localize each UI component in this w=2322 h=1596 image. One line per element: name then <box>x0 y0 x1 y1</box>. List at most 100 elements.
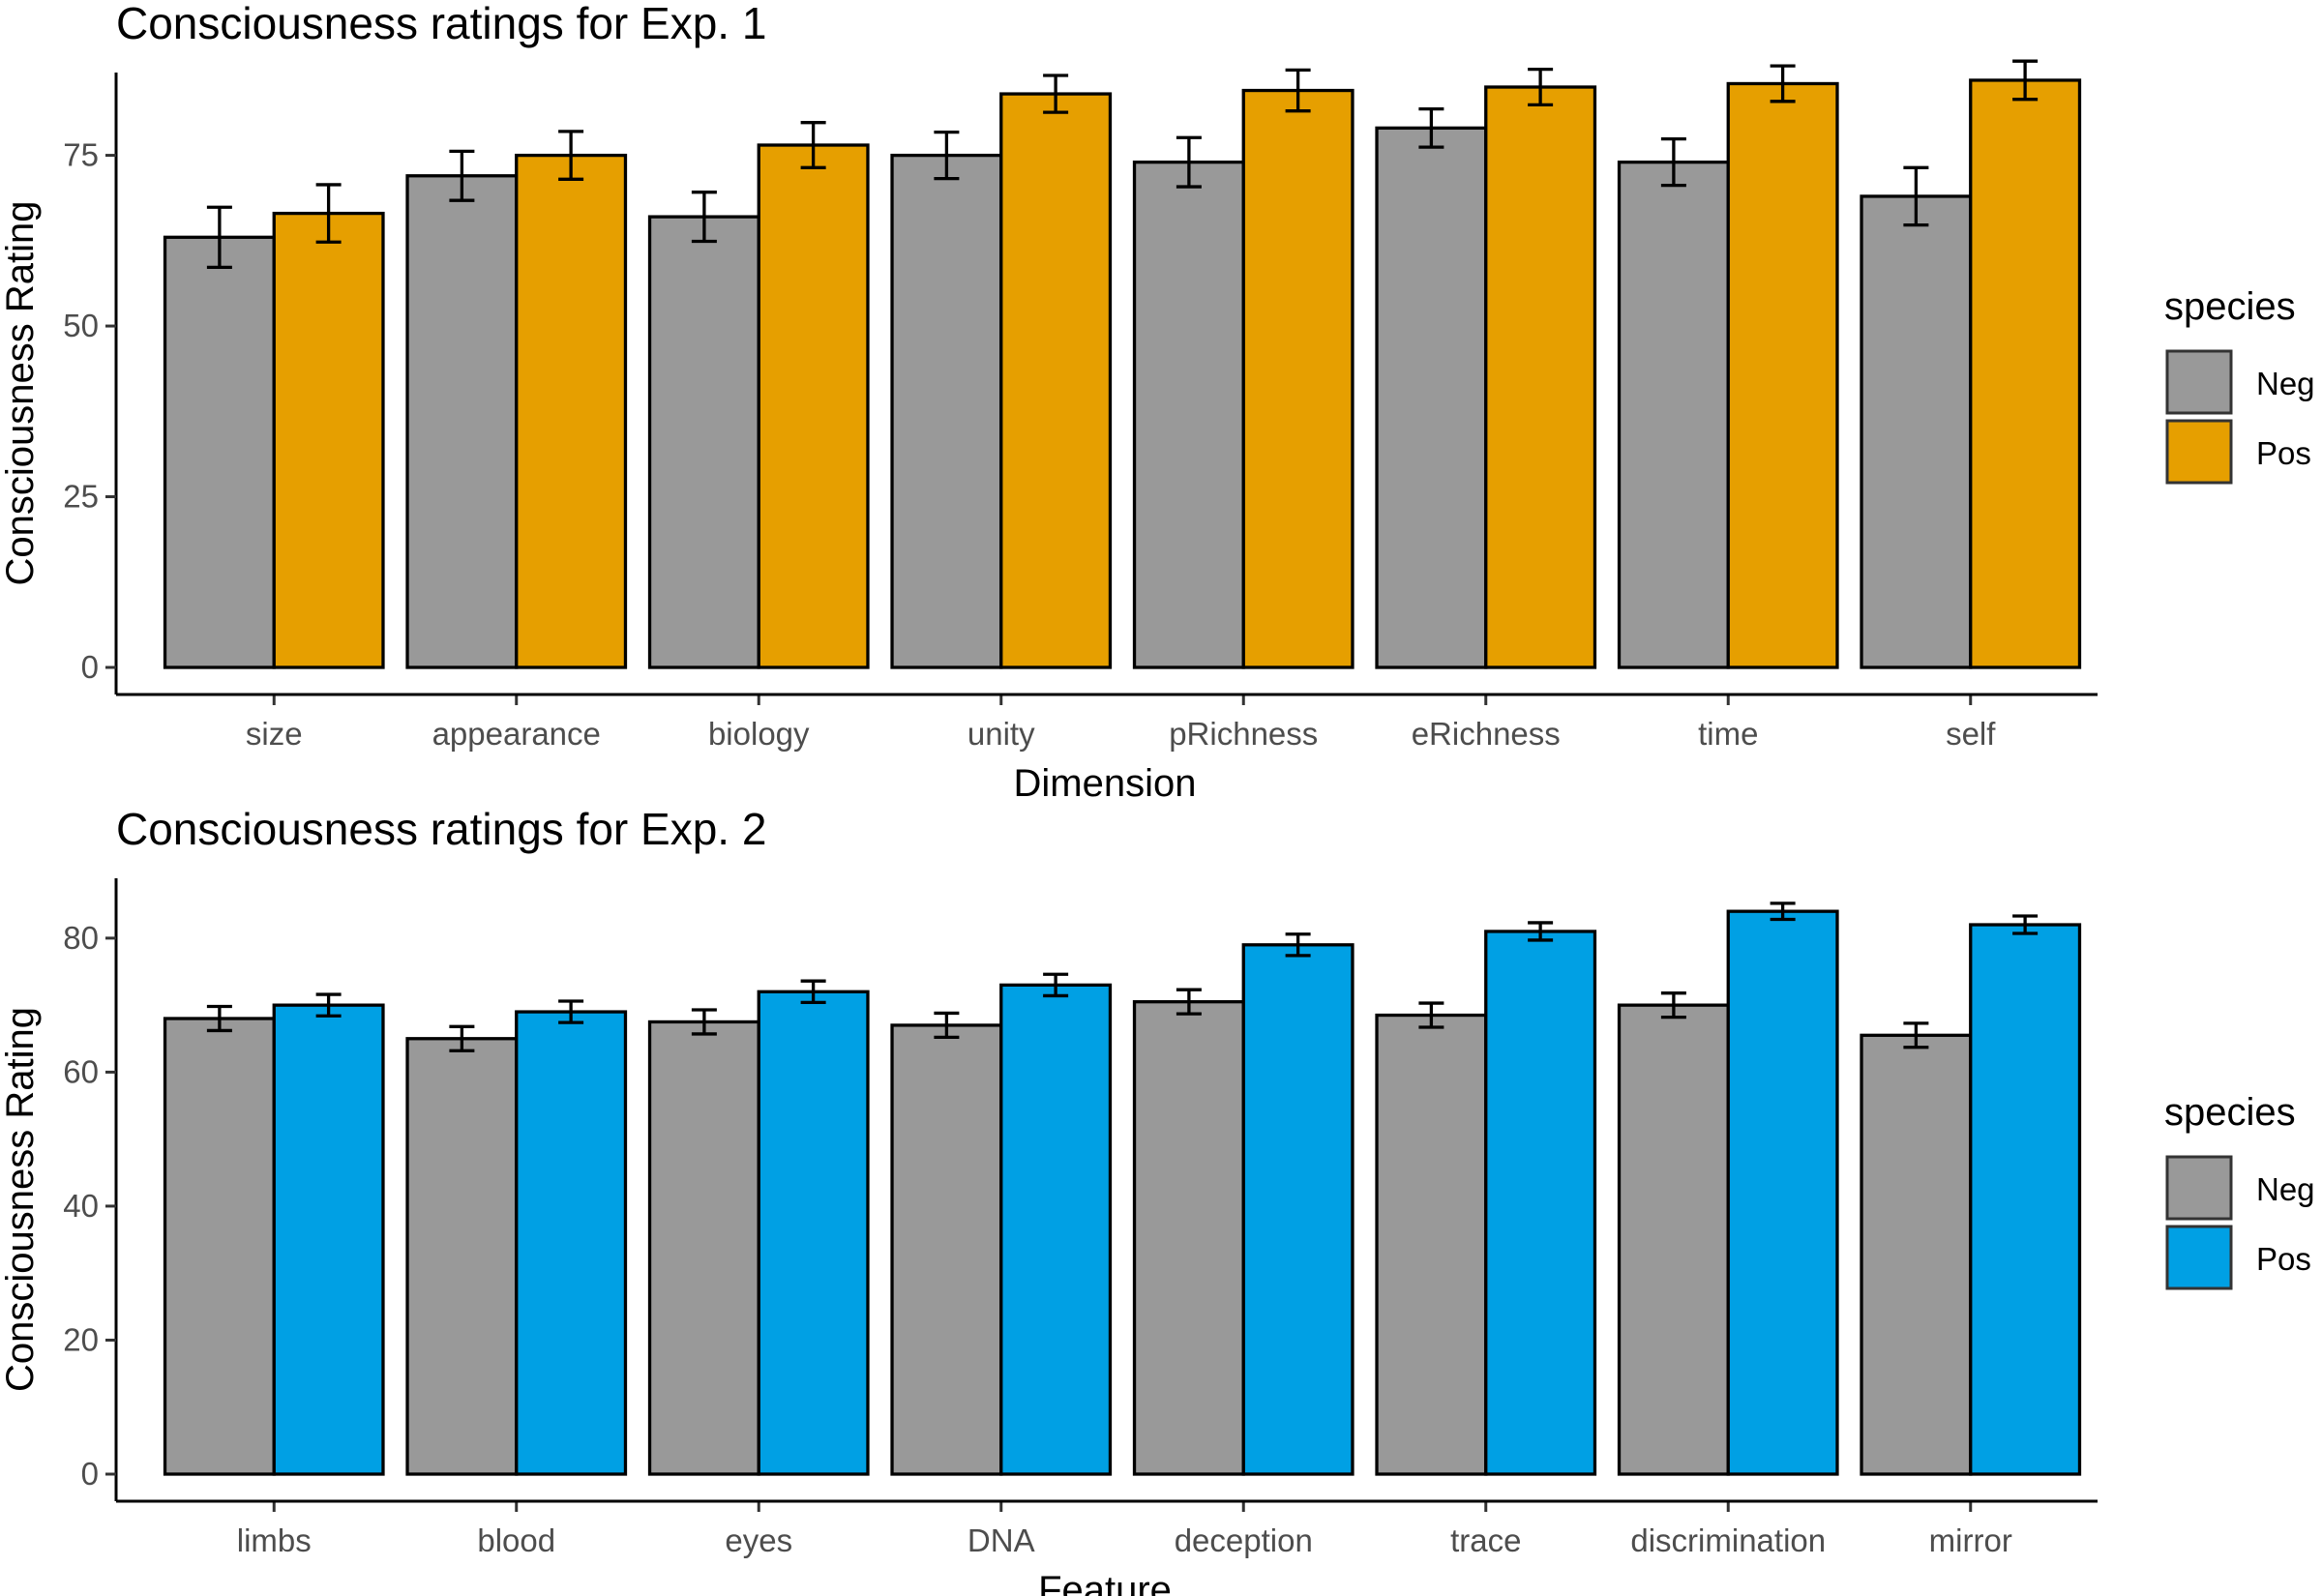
legend-title: species <box>2164 285 2296 328</box>
bar-pos-dna <box>999 983 1113 1476</box>
x-tick-label: pRichness <box>1169 716 1318 752</box>
error-bar-neg-limbs <box>206 1004 232 1033</box>
error-bar-pos-blood <box>558 999 584 1024</box>
x-tick-label: size <box>246 716 303 752</box>
error-bar-neg-biology <box>691 191 717 244</box>
error-bar-pos-deception <box>1285 932 1311 958</box>
bar-pos-limbs <box>272 1003 385 1476</box>
legend-label-pos: Pos <box>2256 435 2311 471</box>
error-bar-neg-appearance <box>449 149 475 202</box>
y-tick-label: 0 <box>81 649 99 685</box>
legend-swatch-pos <box>2165 419 2233 485</box>
error-bar-pos-time <box>1770 64 1796 103</box>
bar-pos-appearance <box>515 153 628 669</box>
bar-group <box>163 901 2082 1476</box>
error-bar-neg-erichness <box>1418 106 1444 149</box>
error-bar-pos-limbs <box>315 992 342 1018</box>
error-bar-neg-mirror <box>1903 1021 1929 1049</box>
bar-group <box>163 59 2082 669</box>
legend: species Neg Pos <box>2164 1091 2315 1290</box>
bar-pos-blood <box>515 1010 628 1476</box>
y-tick-label: 0 <box>81 1456 99 1492</box>
error-bar-pos-prichness <box>1285 68 1311 113</box>
y-tick-label: 75 <box>63 137 99 173</box>
bar-neg-unity <box>890 153 1003 669</box>
error-bar-pos-erichness <box>1528 67 1554 107</box>
bar-pos-time <box>1726 81 1839 669</box>
chart-title: Consciousness ratings for Exp. 1 <box>116 0 766 48</box>
bar-pos-biology <box>757 143 870 669</box>
error-bar-neg-trace <box>1418 1001 1444 1029</box>
bar-neg-deception <box>1132 1000 1245 1476</box>
bar-neg-time <box>1617 160 1730 669</box>
bar-neg-erichness <box>1375 126 1488 669</box>
error-bar-pos-biology <box>800 121 826 169</box>
y-axis-title: Consciousness Rating <box>0 201 42 586</box>
error-bar-pos-unity <box>1043 74 1069 114</box>
x-tick-label: DNA <box>968 1522 1035 1558</box>
legend-label-neg: Neg <box>2256 366 2315 401</box>
x-tick-label: unity <box>968 716 1035 752</box>
bar-neg-eyes <box>647 1020 760 1476</box>
bar-neg-blood <box>405 1037 519 1476</box>
bar-pos-eyes <box>757 990 870 1476</box>
bar-neg-biology <box>647 215 760 669</box>
x-tick-label: deception <box>1175 1522 1313 1558</box>
y-tick-label: 25 <box>63 479 99 515</box>
x-tick-label: discrimination <box>1630 1522 1826 1558</box>
bar-neg-appearance <box>405 174 519 669</box>
y-tick-label: 60 <box>63 1053 99 1089</box>
x-tick-label: blood <box>477 1522 555 1558</box>
bar-pos-size <box>272 211 385 669</box>
chart-panel-exp2: Consciousness ratings for Exp. 2 Conscio… <box>0 804 2315 1596</box>
x-tick-label: trace <box>1450 1522 1521 1558</box>
bar-pos-deception <box>1241 943 1354 1476</box>
x-axis-title: Dimension <box>1014 762 1197 805</box>
error-bar-pos-dna <box>1043 972 1069 998</box>
y-tick-label: 50 <box>63 308 99 343</box>
error-bar-neg-unity <box>934 130 960 181</box>
error-bar-neg-dna <box>934 1011 960 1040</box>
legend-label-pos: Pos <box>2256 1241 2311 1277</box>
error-bar-pos-appearance <box>558 130 584 181</box>
bar-neg-prichness <box>1132 160 1245 669</box>
y-axis-title: Consciousness Rating <box>0 1007 42 1392</box>
error-bar-pos-mirror <box>2012 914 2039 935</box>
error-bar-pos-discrimination <box>1770 901 1796 922</box>
x-tick-label: appearance <box>432 716 601 752</box>
legend: species Neg Pos <box>2164 285 2315 485</box>
bar-neg-discrimination <box>1617 1003 1730 1476</box>
bar-neg-dna <box>890 1023 1003 1476</box>
x-tick-label: self <box>1946 716 1996 752</box>
x-tick-label: biology <box>708 716 810 752</box>
bar-neg-limbs <box>163 1017 276 1476</box>
bar-neg-trace <box>1375 1013 1488 1476</box>
bar-pos-discrimination <box>1726 909 1839 1476</box>
legend-title: species <box>2164 1091 2296 1134</box>
legend-swatch-neg <box>2165 349 2233 415</box>
bar-pos-unity <box>999 92 1113 669</box>
error-bar-pos-self <box>2012 59 2039 102</box>
error-bar-neg-deception <box>1176 988 1202 1016</box>
bar-pos-self <box>1969 78 2082 669</box>
legend-swatch-pos <box>2165 1225 2233 1290</box>
error-bar-neg-blood <box>449 1024 475 1052</box>
bar-neg-self <box>1860 194 1973 669</box>
x-tick-label: time <box>1698 716 1758 752</box>
error-bar-pos-size <box>315 183 342 244</box>
error-bar-pos-trace <box>1528 921 1554 942</box>
chart-title: Consciousness ratings for Exp. 2 <box>116 804 766 854</box>
chart-panel-exp1: Consciousness ratings for Exp. 1 Conscio… <box>0 0 2315 805</box>
y-tick-label: 80 <box>63 920 99 956</box>
axes: size appearance biology unity pRichness eRich… <box>63 73 2098 752</box>
bar-pos-mirror <box>1969 923 2082 1476</box>
bar-neg-mirror <box>1860 1033 1973 1476</box>
y-tick-label: 40 <box>63 1188 99 1224</box>
error-bar-neg-self <box>1903 165 1929 227</box>
x-tick-label: mirror <box>1929 1522 2012 1558</box>
y-tick-label: 20 <box>63 1321 99 1357</box>
x-tick-label: eyes <box>725 1522 792 1558</box>
error-bar-neg-time <box>1660 136 1686 188</box>
legend-label-neg: Neg <box>2256 1171 2315 1207</box>
